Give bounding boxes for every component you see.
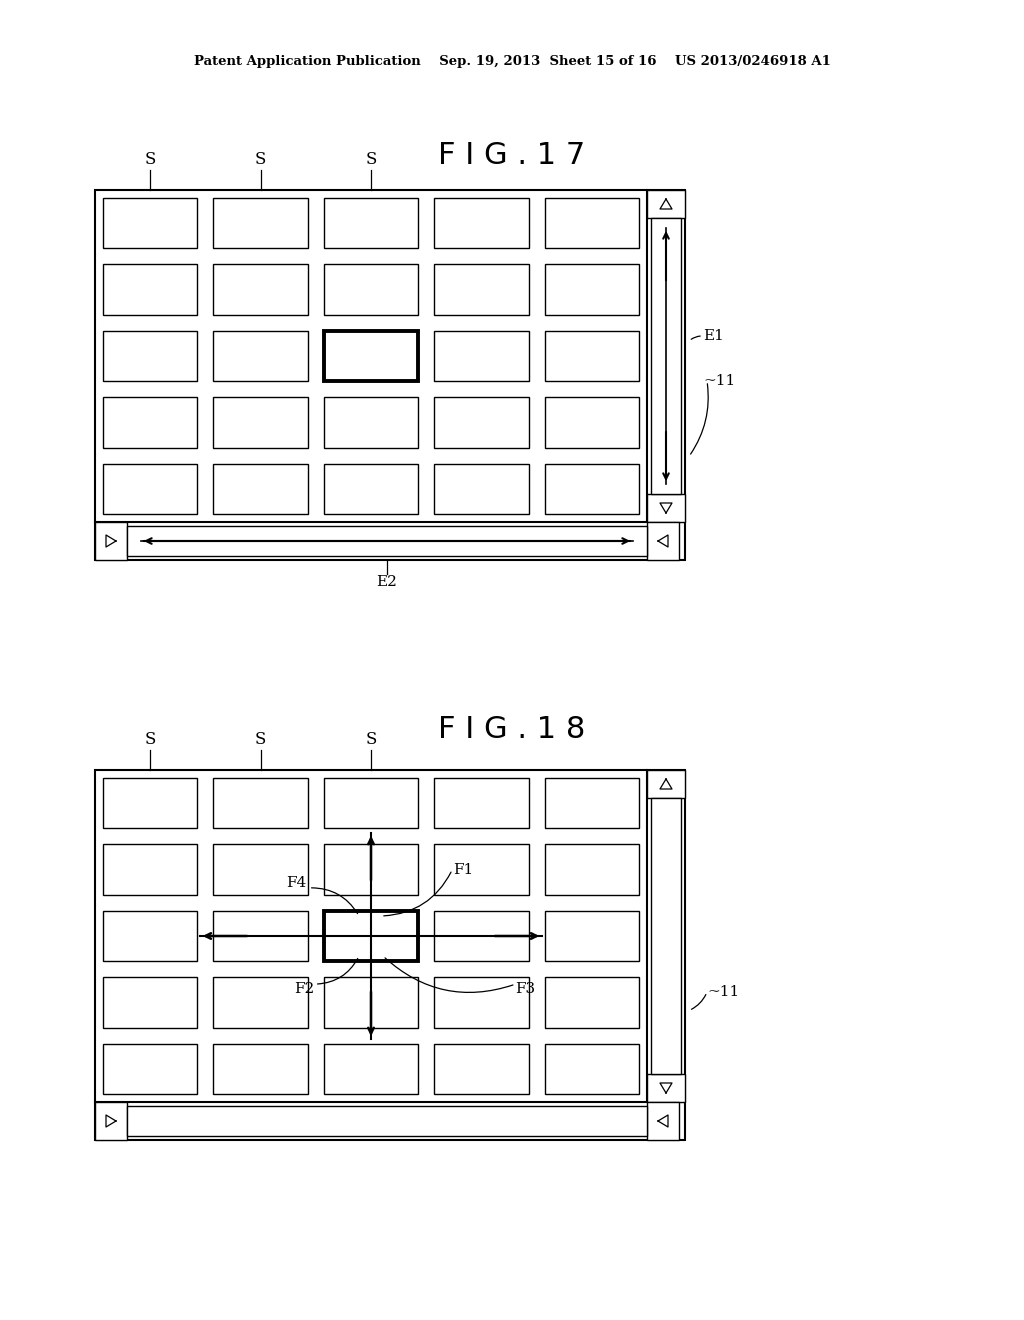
Text: S: S — [366, 731, 377, 748]
Bar — [324, 463, 418, 513]
Bar — [324, 777, 418, 829]
Text: E1: E1 — [703, 329, 724, 343]
Bar — [213, 1044, 308, 1094]
Bar — [213, 777, 308, 829]
Bar — [545, 264, 639, 314]
Text: F3: F3 — [515, 982, 536, 997]
Bar — [103, 977, 198, 1027]
Text: F4: F4 — [287, 876, 307, 890]
Bar — [213, 463, 308, 513]
Bar — [103, 777, 198, 829]
Bar — [103, 911, 198, 961]
Bar — [213, 977, 308, 1027]
Bar — [545, 911, 639, 961]
Bar — [324, 198, 418, 248]
Bar — [324, 331, 418, 381]
Bar — [434, 463, 528, 513]
Text: ~11: ~11 — [703, 374, 735, 388]
Text: E2: E2 — [377, 576, 397, 589]
Text: F I G . 1 8: F I G . 1 8 — [438, 715, 586, 744]
Text: S: S — [255, 731, 266, 748]
Bar — [324, 264, 418, 314]
Bar — [647, 1102, 679, 1140]
Bar — [103, 1044, 198, 1094]
Bar — [103, 331, 198, 381]
Bar — [95, 190, 685, 560]
Bar — [127, 1106, 647, 1137]
Text: S: S — [144, 731, 156, 748]
Bar — [95, 770, 685, 1140]
Bar — [103, 397, 198, 447]
Bar — [434, 977, 528, 1027]
Bar — [95, 521, 127, 560]
Bar — [213, 911, 308, 961]
Bar — [651, 799, 681, 1074]
Bar — [647, 521, 679, 560]
Text: Patent Application Publication    Sep. 19, 2013  Sheet 15 of 16    US 2013/02469: Patent Application Publication Sep. 19, … — [194, 55, 830, 69]
Text: S: S — [255, 152, 266, 169]
Bar — [545, 463, 639, 513]
Bar — [127, 525, 647, 556]
Bar — [213, 331, 308, 381]
Bar — [434, 198, 528, 248]
Bar — [103, 845, 198, 895]
Text: S: S — [144, 152, 156, 169]
Bar — [213, 198, 308, 248]
Bar — [324, 977, 418, 1027]
Text: S: S — [366, 152, 377, 169]
Bar — [434, 264, 528, 314]
Bar — [324, 397, 418, 447]
Bar — [647, 190, 685, 218]
Bar — [103, 264, 198, 314]
Bar — [434, 777, 528, 829]
Bar — [545, 397, 639, 447]
Bar — [647, 770, 685, 799]
Text: F1: F1 — [454, 862, 473, 876]
Bar — [213, 264, 308, 314]
Bar — [103, 198, 198, 248]
Text: ~11: ~11 — [707, 985, 739, 999]
Bar — [545, 198, 639, 248]
Bar — [545, 331, 639, 381]
Bar — [103, 463, 198, 513]
Bar — [95, 1102, 127, 1140]
Bar — [434, 845, 528, 895]
Bar — [545, 777, 639, 829]
Bar — [647, 494, 685, 521]
Bar — [651, 218, 681, 494]
Bar — [545, 845, 639, 895]
Bar — [545, 977, 639, 1027]
Bar — [324, 845, 418, 895]
Bar — [213, 845, 308, 895]
Bar — [545, 1044, 639, 1094]
Bar — [324, 1044, 418, 1094]
Bar — [647, 1074, 685, 1102]
Text: F2: F2 — [295, 982, 315, 997]
Bar — [434, 397, 528, 447]
Bar — [434, 911, 528, 961]
Bar — [213, 397, 308, 447]
Bar — [324, 911, 418, 961]
Bar — [434, 1044, 528, 1094]
Bar — [434, 331, 528, 381]
Text: F I G . 1 7: F I G . 1 7 — [438, 140, 586, 169]
